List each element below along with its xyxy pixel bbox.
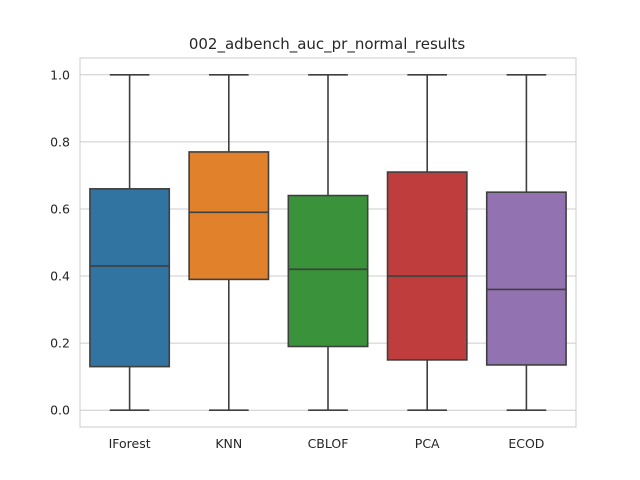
y-tick-label: 0.6	[50, 201, 70, 216]
y-tick-label: 1.0	[50, 67, 70, 82]
iqr-box	[287, 194, 369, 348]
box-knn	[188, 73, 270, 412]
y-tick-label: 0.4	[50, 269, 70, 284]
x-tick-label: KNN	[215, 436, 242, 451]
y-tick-label: 0.2	[50, 336, 70, 351]
y-tick-label: 0.8	[50, 134, 70, 149]
plot-frame	[79, 57, 577, 428]
x-tick-label: CBLOF	[308, 436, 349, 451]
box-pca	[386, 73, 468, 412]
y-tick-label: 0.0	[50, 403, 70, 418]
boxes	[89, 73, 567, 412]
iqr-box	[485, 191, 567, 366]
chart-title: 002_adbench_auc_pr_normal_results	[189, 35, 465, 54]
box-ecod	[485, 73, 567, 412]
iqr-box	[89, 188, 171, 368]
box-cblof	[287, 73, 369, 412]
x-tick-label: ECOD	[508, 436, 544, 451]
y-axis-ticks: 0.0 0.2 0.4 0.6 0.8 1.0	[50, 67, 70, 417]
iqr-box	[188, 151, 270, 281]
box-iforest	[89, 73, 171, 412]
x-tick-label: PCA	[415, 436, 440, 451]
iqr-box	[386, 171, 468, 361]
x-axis-ticks: IForest KNN CBLOF PCA ECOD	[109, 436, 545, 451]
x-tick-label: IForest	[109, 436, 151, 451]
